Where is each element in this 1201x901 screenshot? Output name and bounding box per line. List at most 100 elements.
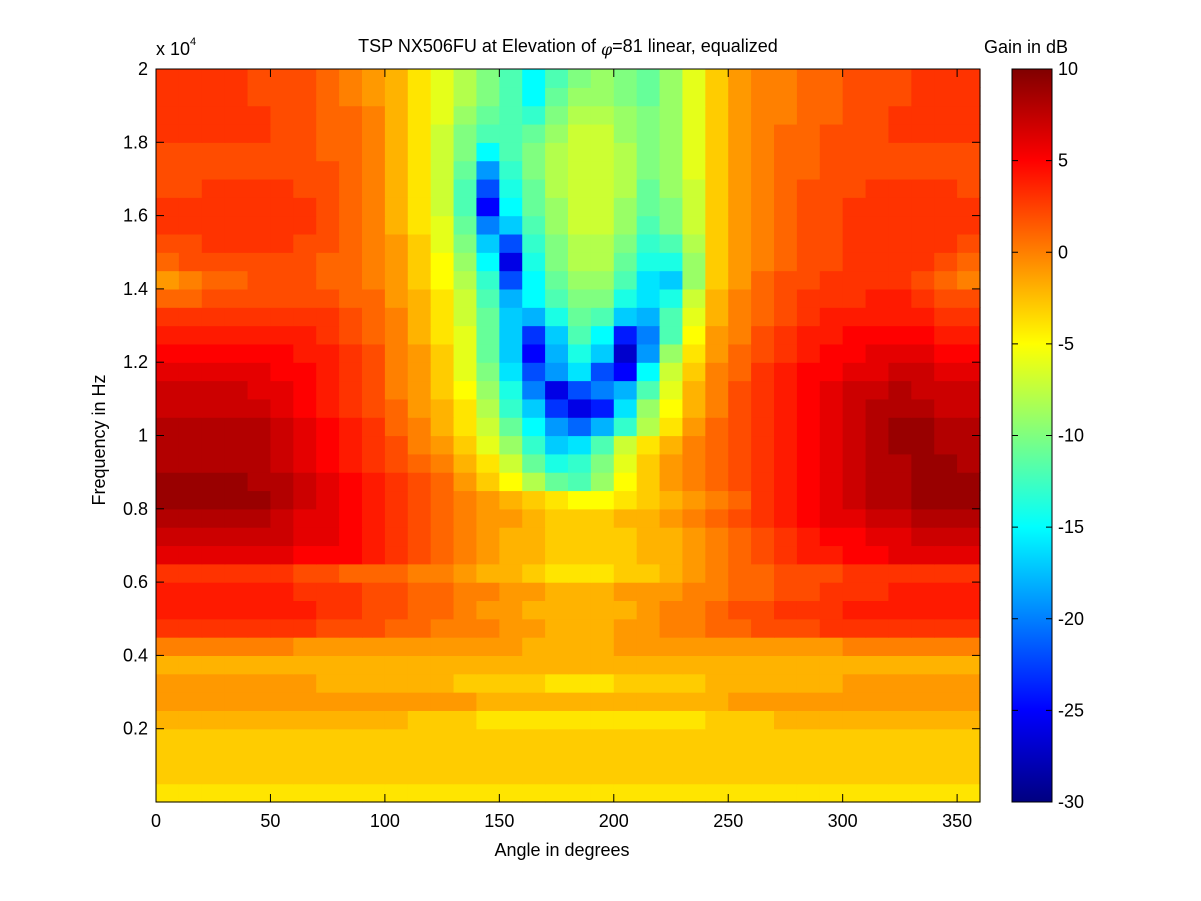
heatmap-cell <box>362 435 386 455</box>
heatmap-cell <box>362 563 386 583</box>
heatmap-cell <box>911 618 935 638</box>
heatmap-cells <box>156 69 981 803</box>
heatmap-cell <box>156 747 180 766</box>
heatmap-cell <box>659 453 684 473</box>
heatmap-cell <box>156 307 180 327</box>
heatmap-cell <box>728 527 752 547</box>
colorbar-tick-label: -20 <box>1058 609 1084 629</box>
heatmap-cell <box>613 380 638 400</box>
heatmap-cell <box>384 582 409 602</box>
heatmap-cell <box>751 288 775 308</box>
heatmap-cell <box>659 655 684 675</box>
heatmap-cell <box>499 123 523 143</box>
heatmap-cell <box>842 655 867 675</box>
heatmap-cell <box>156 87 180 107</box>
heatmap-cell <box>384 270 409 290</box>
heatmap-cell <box>774 600 798 620</box>
heatmap-cell <box>705 582 729 602</box>
heatmap-cell <box>316 527 340 547</box>
heatmap-cell <box>957 160 981 180</box>
heatmap-cell <box>842 728 867 748</box>
heatmap-cell <box>934 325 958 345</box>
heatmap-cell <box>453 178 478 198</box>
heatmap-cell <box>865 160 890 180</box>
heatmap-cell <box>934 123 958 143</box>
heatmap-cell <box>293 435 317 455</box>
heatmap-cell <box>659 747 684 766</box>
heatmap-cell <box>178 600 203 620</box>
heatmap-cell <box>957 472 981 492</box>
heatmap-cell <box>247 600 272 620</box>
heatmap-cell <box>407 380 432 400</box>
heatmap-cell <box>842 710 867 730</box>
heatmap-cell <box>156 142 180 162</box>
heatmap-cell <box>774 197 798 217</box>
heatmap-cell <box>316 765 340 785</box>
heatmap-cell <box>178 563 203 583</box>
heatmap-cell <box>270 545 294 565</box>
heatmap-cell <box>339 398 363 418</box>
heatmap-cell <box>453 637 478 656</box>
heatmap-cell <box>545 215 569 235</box>
heatmap-cell <box>247 69 272 88</box>
heatmap-cell <box>224 142 249 162</box>
heatmap-cell <box>888 380 912 400</box>
heatmap-cell <box>728 490 752 510</box>
heatmap-cell <box>362 747 386 766</box>
heatmap-cell <box>842 417 867 437</box>
heatmap-cell <box>201 215 226 235</box>
heatmap-cell <box>590 362 615 382</box>
heatmap-cell <box>568 87 592 107</box>
heatmap-cell <box>659 233 684 253</box>
heatmap-cell <box>316 435 340 455</box>
heatmap-cell <box>842 453 867 473</box>
heatmap-cell <box>293 600 317 620</box>
heatmap-cell <box>819 105 844 125</box>
heatmap-cell <box>339 692 363 711</box>
heatmap-cell <box>865 288 890 308</box>
heatmap-cell <box>407 728 432 748</box>
heatmap-cell <box>407 508 432 528</box>
heatmap-cell <box>888 655 912 675</box>
heatmap-cell <box>819 142 844 162</box>
heatmap-cell <box>659 563 684 583</box>
heatmap-cell <box>270 362 294 382</box>
heatmap-cell <box>224 783 249 803</box>
heatmap-cell <box>590 728 615 748</box>
heatmap-cell <box>522 252 546 272</box>
heatmap-cell <box>362 362 386 382</box>
heatmap-cell <box>430 453 455 473</box>
heatmap-cell <box>247 87 272 107</box>
heatmap-cell <box>522 692 546 711</box>
heatmap-cell <box>499 307 523 327</box>
heatmap-cell <box>316 343 340 363</box>
heatmap-cell <box>819 783 844 803</box>
heatmap-cell <box>568 325 592 345</box>
heatmap-cell <box>522 655 546 675</box>
heatmap-cell <box>201 160 226 180</box>
heatmap-cell <box>522 563 546 583</box>
heatmap-cell <box>545 178 569 198</box>
colorbar <box>1011 68 1053 803</box>
heatmap-cell <box>453 453 478 473</box>
heatmap-cell <box>934 765 958 785</box>
heatmap-cell <box>430 783 455 803</box>
heatmap-cell <box>545 472 569 492</box>
heatmap-cell <box>842 692 867 711</box>
heatmap-cell <box>476 728 500 748</box>
heatmap-cell <box>178 160 203 180</box>
x-tick-label: 100 <box>370 811 400 831</box>
heatmap-cell <box>728 765 752 785</box>
heatmap-cell <box>224 325 249 345</box>
heatmap-cell <box>178 325 203 345</box>
heatmap-cell <box>476 655 500 675</box>
heatmap-cell <box>339 69 363 88</box>
heatmap-cell <box>476 69 500 88</box>
heatmap-cell <box>728 270 752 290</box>
heatmap-cell <box>156 233 180 253</box>
x-tick-label: 0 <box>151 811 161 831</box>
heatmap-cell <box>888 435 912 455</box>
heatmap-cell <box>453 87 478 107</box>
heatmap-cell <box>865 417 890 437</box>
heatmap-cell <box>613 453 638 473</box>
